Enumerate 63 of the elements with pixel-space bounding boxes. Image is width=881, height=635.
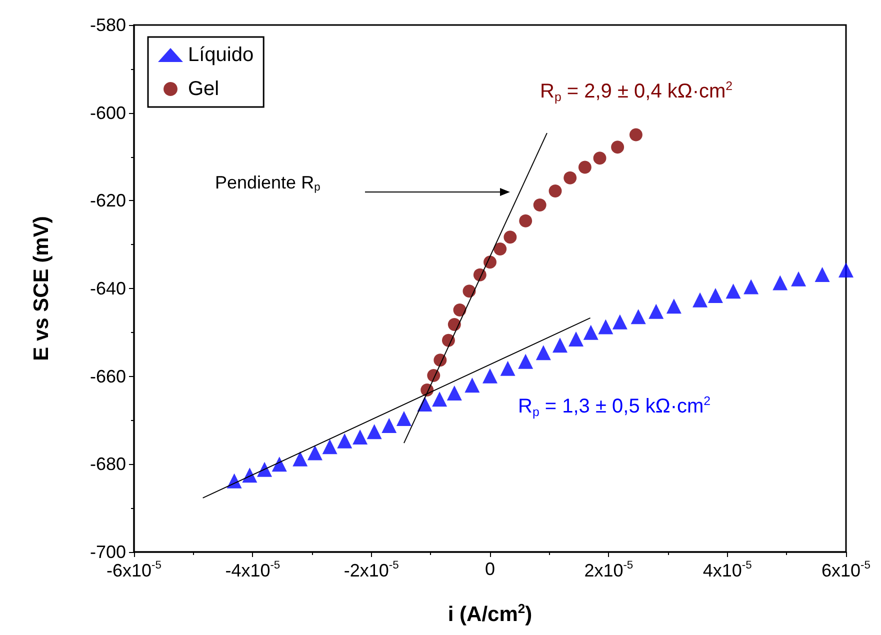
point — [578, 160, 592, 174]
point — [473, 268, 486, 282]
point — [432, 392, 448, 407]
point — [692, 292, 708, 308]
y-tick-label: -620 — [90, 190, 126, 211]
point — [482, 368, 498, 384]
legend-label: Líquido — [188, 44, 254, 66]
point — [322, 439, 338, 454]
point — [307, 445, 322, 460]
y-tick-label: -660 — [90, 366, 126, 386]
point — [504, 230, 517, 244]
point — [583, 324, 598, 340]
point — [612, 314, 628, 330]
point — [427, 368, 440, 382]
point — [629, 128, 642, 142]
point — [552, 338, 568, 353]
y-tick-label: -700 — [90, 542, 126, 562]
point — [382, 418, 397, 434]
point — [448, 318, 461, 332]
point — [500, 360, 516, 376]
x-tick-label: 0 — [484, 559, 496, 579]
point — [791, 271, 806, 286]
point — [536, 345, 551, 360]
point — [814, 266, 830, 282]
point — [568, 332, 584, 347]
point — [838, 262, 854, 278]
point — [292, 451, 308, 466]
point — [564, 171, 577, 184]
point — [242, 468, 258, 483]
point — [648, 304, 664, 319]
point — [442, 334, 455, 347]
point — [272, 456, 287, 472]
point — [453, 304, 466, 317]
point — [337, 433, 352, 448]
point — [519, 214, 532, 228]
point — [518, 354, 534, 369]
legend-label: Gel — [188, 78, 220, 100]
y-tick-label: -680 — [90, 454, 126, 474]
point — [352, 429, 368, 444]
point — [726, 284, 741, 299]
point — [744, 279, 759, 294]
point — [772, 275, 788, 290]
point — [598, 319, 614, 334]
point — [494, 242, 507, 256]
point — [548, 184, 562, 198]
y-tick-label: -600 — [90, 102, 126, 123]
point — [630, 309, 646, 324]
point — [611, 140, 624, 154]
point — [484, 256, 496, 269]
y-axis-title: E vs SCE (mV) — [30, 216, 53, 361]
point — [446, 386, 462, 401]
point — [593, 152, 606, 165]
y-tick-label: -580 — [90, 15, 126, 35]
point — [434, 354, 447, 367]
point — [366, 424, 382, 440]
point — [666, 298, 682, 314]
y-tick-label: -640 — [90, 278, 126, 298]
point — [462, 284, 476, 298]
point — [708, 288, 723, 304]
point — [257, 462, 272, 477]
point — [464, 378, 480, 393]
point — [396, 410, 412, 426]
point — [533, 198, 546, 212]
